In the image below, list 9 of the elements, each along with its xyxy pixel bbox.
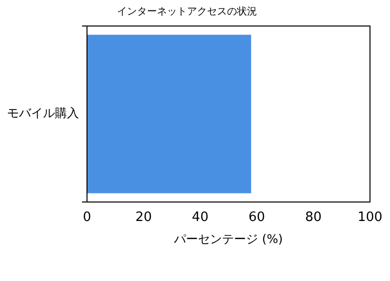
x-tick-label: 40 xyxy=(192,210,208,226)
x-axis-title: パーセンテージ (%) xyxy=(173,232,283,246)
x-tick-label: 100 xyxy=(358,210,382,226)
y-tick-label: モバイル購入 xyxy=(7,106,79,120)
x-tick-label: 60 xyxy=(248,210,266,226)
x-tick-label: 80 xyxy=(305,210,322,226)
x-tick-label: 0 xyxy=(82,210,92,226)
chart-title: インターネットアクセスの状況 xyxy=(117,6,257,18)
x-tick-label: 20 xyxy=(135,210,152,226)
